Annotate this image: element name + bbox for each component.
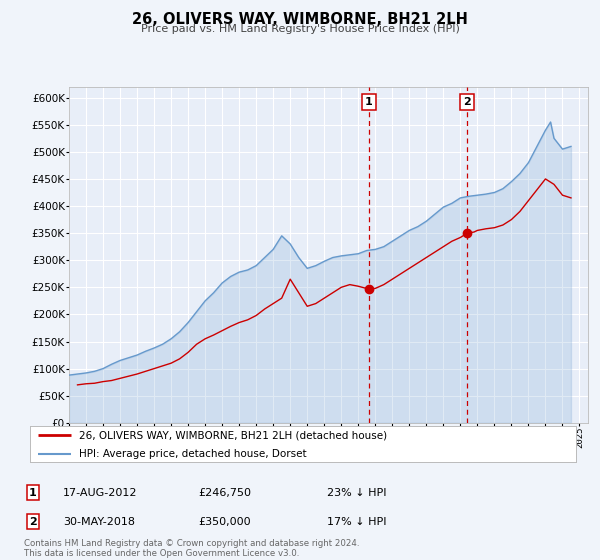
Text: £350,000: £350,000 — [198, 517, 251, 527]
Text: 2: 2 — [463, 97, 471, 107]
Text: 17-AUG-2012: 17-AUG-2012 — [63, 488, 137, 498]
Text: 1: 1 — [29, 488, 37, 498]
Text: Price paid vs. HM Land Registry's House Price Index (HPI): Price paid vs. HM Land Registry's House … — [140, 24, 460, 34]
Text: 17% ↓ HPI: 17% ↓ HPI — [327, 517, 386, 527]
Text: 30-MAY-2018: 30-MAY-2018 — [63, 517, 135, 527]
Text: 26, OLIVERS WAY, WIMBORNE, BH21 2LH: 26, OLIVERS WAY, WIMBORNE, BH21 2LH — [132, 12, 468, 27]
Text: 26, OLIVERS WAY, WIMBORNE, BH21 2LH (detached house): 26, OLIVERS WAY, WIMBORNE, BH21 2LH (det… — [79, 431, 387, 440]
Text: Contains HM Land Registry data © Crown copyright and database right 2024.
This d: Contains HM Land Registry data © Crown c… — [24, 539, 359, 558]
Text: 23% ↓ HPI: 23% ↓ HPI — [327, 488, 386, 498]
Text: 1: 1 — [365, 97, 373, 107]
Text: HPI: Average price, detached house, Dorset: HPI: Average price, detached house, Dors… — [79, 449, 307, 459]
Text: 2: 2 — [29, 517, 37, 527]
Text: £246,750: £246,750 — [198, 488, 251, 498]
